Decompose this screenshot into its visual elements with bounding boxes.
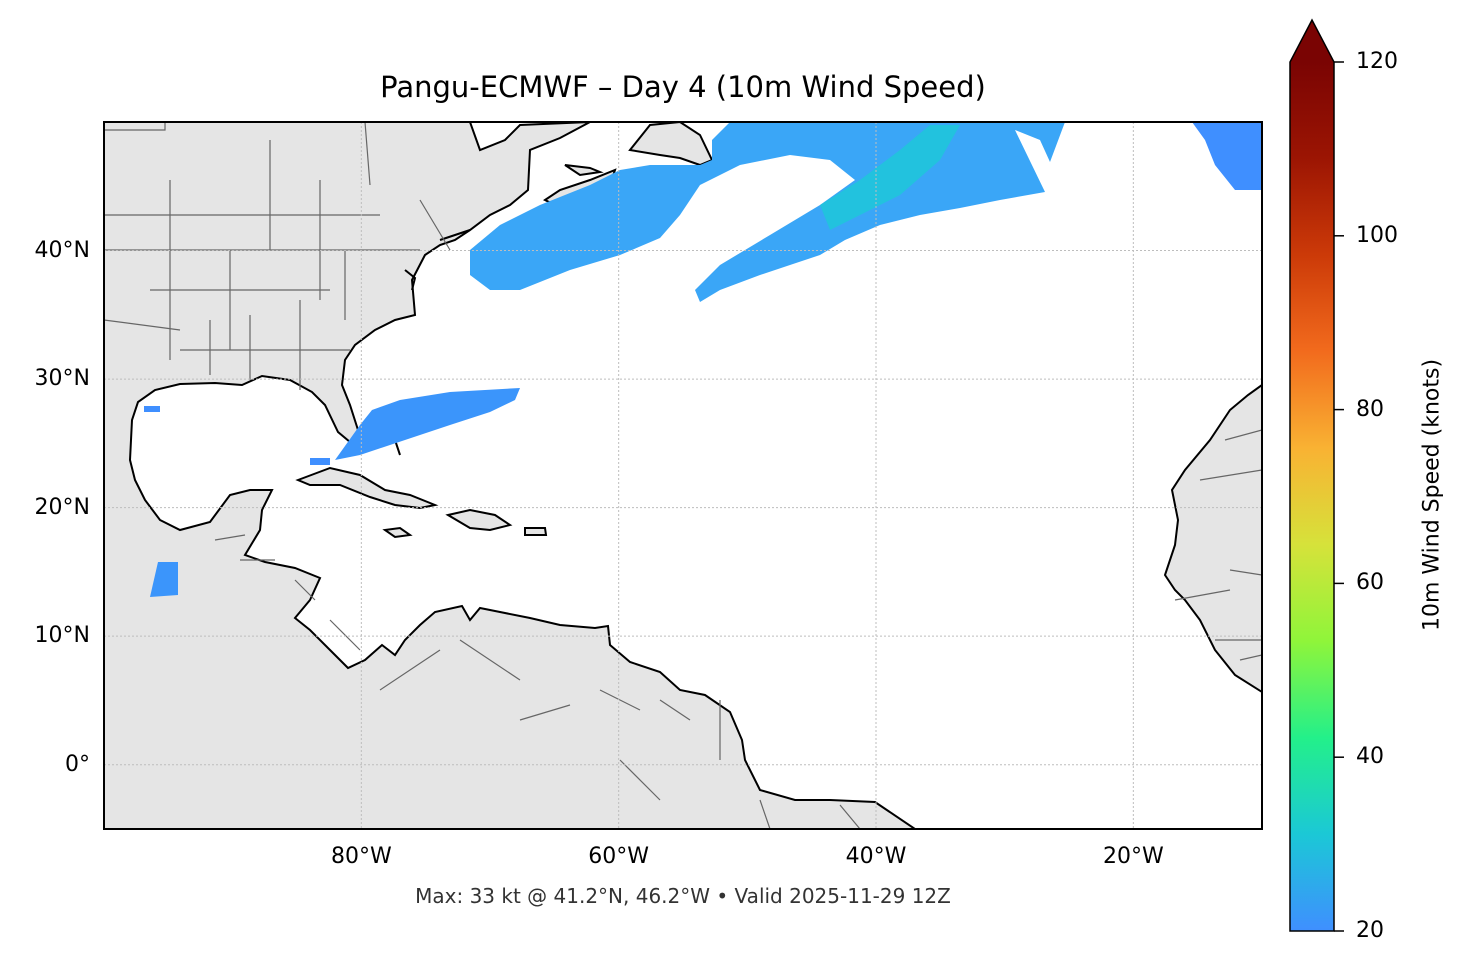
land-north-america <box>104 122 917 829</box>
colorbar-outline <box>1289 18 1335 932</box>
lat-tick-label: 0° <box>65 751 90 777</box>
wind-field <box>144 122 1262 597</box>
colorbar <box>1289 18 1344 932</box>
colorbar-extend-arrow <box>1290 20 1334 62</box>
lat-tick-label: 20°N <box>34 494 90 520</box>
colorbar-tick-label: 60 <box>1356 570 1384 596</box>
lon-tick-label: 20°W <box>1102 844 1164 869</box>
wind-patch-east <box>1192 122 1262 190</box>
colorbar-tick-label: 80 <box>1356 396 1384 422</box>
wind-patch-pacific <box>150 562 178 597</box>
colorbar-gradient <box>1290 62 1334 931</box>
land-puerto-rico <box>524 527 548 536</box>
map-frame <box>103 121 1263 830</box>
borders <box>104 122 1262 829</box>
land-hispaniola <box>445 508 513 532</box>
land-west-africa <box>1163 383 1262 694</box>
wind-patch-gulf-2 <box>310 458 330 465</box>
colorbar-tick-label: 40 <box>1356 744 1384 770</box>
land-cuba <box>295 466 439 510</box>
lat-tick-label: 10°N <box>34 623 90 649</box>
gridlines <box>104 122 1262 829</box>
lat-tick-label: 30°N <box>34 366 90 392</box>
colorbar-ticks <box>1334 61 1344 932</box>
lon-tick-label: 80°W <box>330 844 392 869</box>
lon-tick-label: 40°W <box>845 844 907 869</box>
wind-core-northeast <box>820 125 960 230</box>
colorbar-tick-label: 20 <box>1356 918 1384 943</box>
colorbar-tick-label: 100 <box>1356 222 1398 248</box>
lat-tick-label: 40°N <box>34 237 90 263</box>
colorbar-tick-label: 120 <box>1356 49 1398 74</box>
land-jamaica <box>382 526 413 539</box>
colorbar-title: 10m Wind Speed (knots) <box>1419 358 1445 632</box>
lon-tick-label: 60°W <box>588 844 650 869</box>
land-long-island <box>404 229 471 291</box>
land-pei <box>564 164 604 177</box>
map-footer: Max: 33 kt @ 41.2°N, 46.2°W • Valid 2025… <box>415 884 951 908</box>
map-title: Pangu-ECMWF – Day 4 (10m Wind Speed) <box>380 70 986 104</box>
wind-patch-gulf <box>144 406 160 412</box>
wind-patch-bahamas <box>335 388 520 460</box>
